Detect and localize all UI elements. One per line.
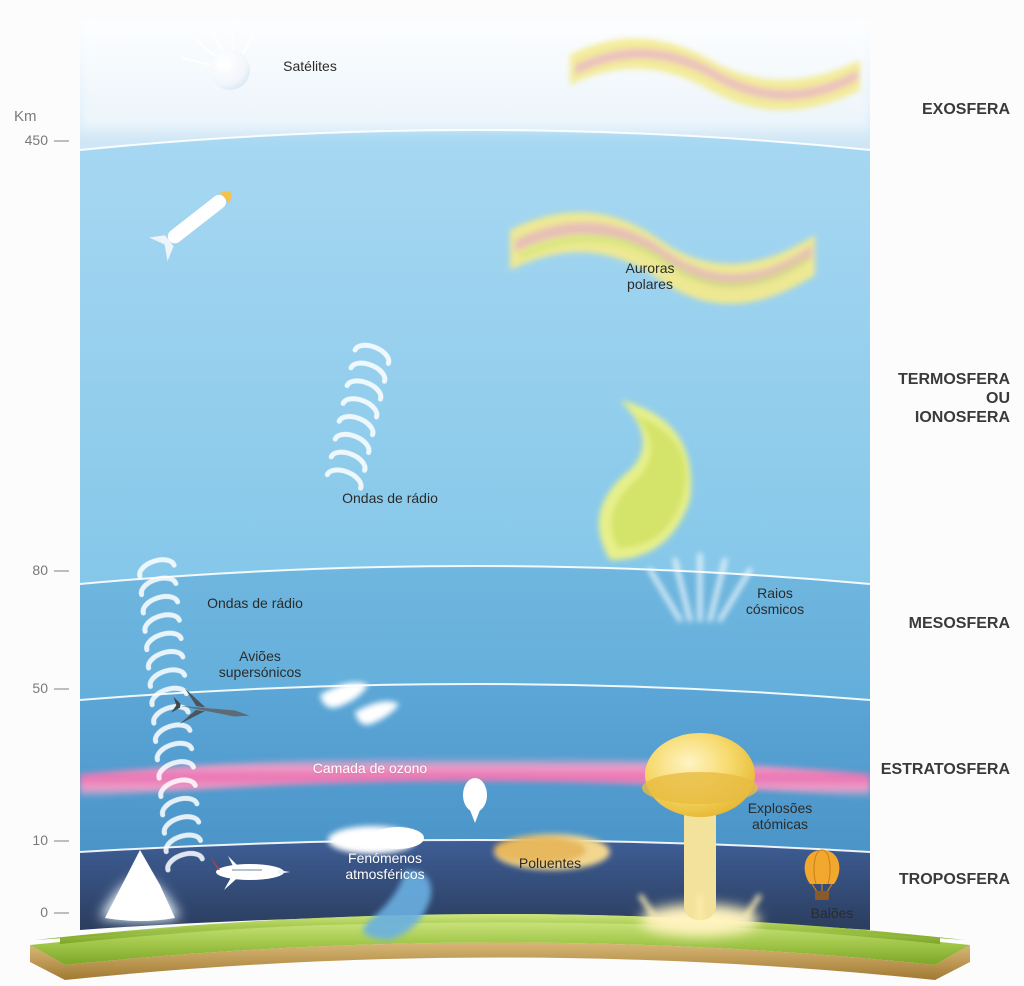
axis-dash [54, 840, 69, 842]
axis-dash [54, 912, 69, 914]
sky-layers [0, 0, 1024, 986]
axis-tick: 80 [0, 562, 48, 578]
layer-label-estratosfera: ESTRATOSFERA [881, 760, 1010, 779]
axis-tick: 50 [0, 680, 48, 696]
axis-tick: 10 [0, 832, 48, 848]
layer-label-mesosfera: MESOSFERA [909, 614, 1010, 633]
axis-tick: 0 [0, 904, 48, 920]
layer-label-troposfera: TROPOSFERA [899, 870, 1010, 889]
pollutant-cloud-icon [494, 834, 610, 870]
axis-dash [54, 688, 69, 690]
axis-dash [54, 570, 69, 572]
layer-termosfera [80, 130, 870, 584]
axis-dash [54, 140, 69, 142]
layer-label-termosfera: TERMOSFERA OU IONOSFERA [898, 370, 1010, 428]
axis-tick: 450 [0, 132, 48, 148]
atmosphere-diagram: Km 450 80 50 10 0 EXOSFERA TERMOSFERA OU IONO… [0, 0, 1024, 986]
layer-mesosfera [80, 566, 870, 700]
axis-unit-label: Km [14, 108, 37, 125]
layer-label-exosfera: EXOSFERA [922, 100, 1010, 119]
